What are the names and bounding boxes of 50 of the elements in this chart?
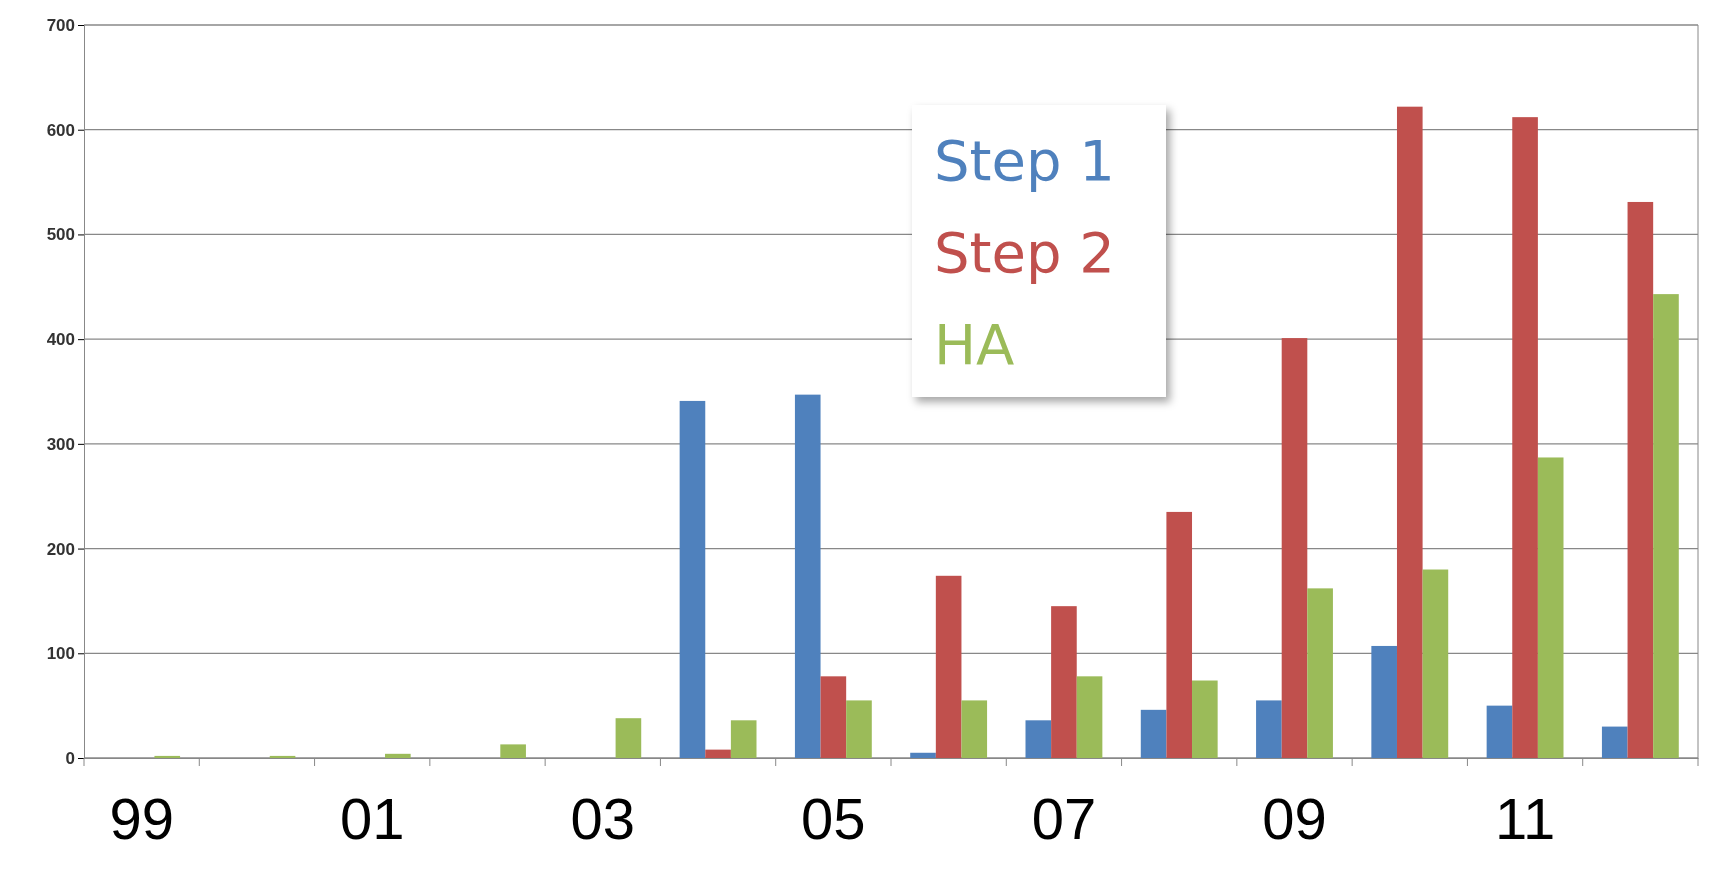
x-tick-label: 01 (339, 786, 405, 852)
bar (1166, 511, 1193, 758)
bar (615, 718, 642, 758)
bar (1051, 606, 1077, 758)
x-tick-label: 05 (801, 786, 866, 852)
text: Step 1 (934, 128, 1115, 193)
text: HA (934, 312, 1015, 377)
y-tick-label: 0 (65, 748, 75, 768)
y-tick-label: 500 (46, 225, 75, 245)
bar (846, 700, 872, 758)
bar (1025, 720, 1052, 758)
y-tick-label: 100 (46, 644, 75, 664)
bar (269, 755, 296, 758)
bar (1371, 645, 1397, 758)
bar (1601, 726, 1628, 758)
bar (679, 400, 706, 758)
y-tick-label: 200 (46, 539, 75, 559)
x-tick-label: 11 (1494, 786, 1556, 852)
bar (935, 575, 962, 758)
bar (1281, 338, 1308, 758)
bar (910, 752, 936, 758)
bar (705, 749, 731, 758)
y-tick-label: 400 (46, 330, 75, 350)
x-tick-label: 09 (1262, 786, 1327, 852)
bar (1192, 680, 1218, 758)
bar (1653, 294, 1679, 758)
bar (730, 720, 757, 758)
bar (961, 700, 988, 758)
bar (1537, 457, 1564, 758)
x-tick-label: 99 (109, 786, 174, 852)
bar (154, 755, 181, 758)
bar (794, 394, 821, 758)
bar (385, 753, 411, 758)
bar (1486, 705, 1513, 758)
bar (1422, 569, 1449, 758)
x-tick-label: 03 (570, 786, 636, 852)
y-tick-label: 700 (46, 15, 75, 35)
y-tick-label: 300 (46, 434, 75, 454)
text: Step 2 (934, 220, 1115, 285)
bar (1140, 709, 1167, 758)
bar (820, 676, 847, 758)
bar (500, 744, 526, 758)
bar (1256, 700, 1282, 758)
bar (1627, 201, 1654, 758)
bar (1396, 106, 1423, 758)
y-tick-label: 600 (46, 120, 75, 140)
bar (1512, 117, 1538, 758)
bar (1076, 676, 1103, 758)
bar (1307, 588, 1333, 758)
x-tick-label: 07 (1031, 786, 1097, 852)
